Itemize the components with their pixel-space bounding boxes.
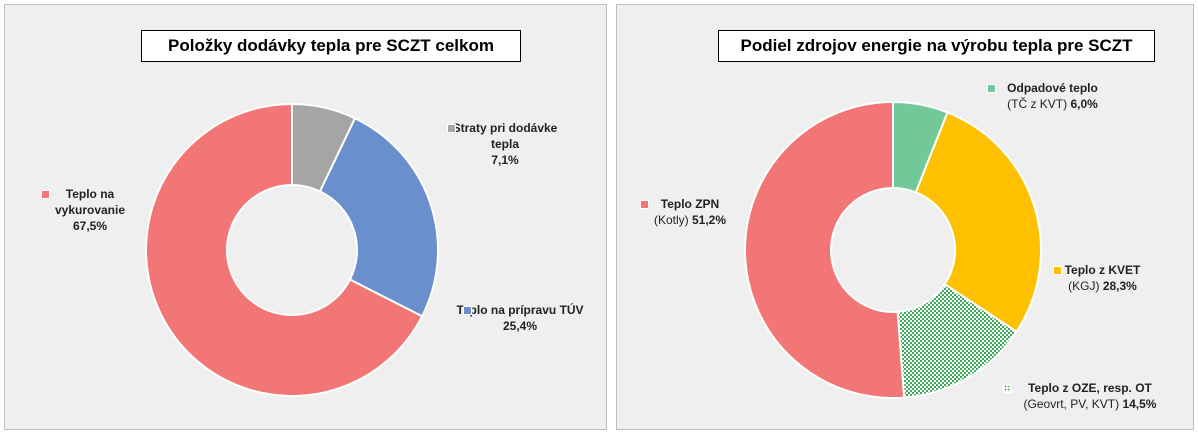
- data-label: Straty pri dodávke tepla 7,1%: [440, 120, 570, 168]
- category-name: Teplo na prípravu TÚV: [456, 303, 584, 317]
- category-name: Straty pri dodávke tepla: [452, 121, 558, 151]
- category-name: Teplo na vykurovanie: [54, 187, 126, 217]
- value-label: 25,4%: [502, 319, 538, 333]
- data-label: Teplo z OZE, resp. OT (Geovrt, PV, KVT) 1…: [990, 380, 1190, 412]
- value-label: 67,5%: [72, 219, 108, 233]
- category-sublabel: (Kotly): [653, 213, 689, 227]
- data-label: Teplo ZPN (Kotly) 51,2%: [630, 196, 750, 228]
- data-label: Teplo z KVET (KGJ) 28,3%: [1040, 262, 1165, 294]
- category-name: Odpadové teplo: [1007, 81, 1098, 95]
- donut-slice: [914, 111, 1042, 334]
- legend-marker: [987, 84, 996, 93]
- chart-title: Podiel zdrojov energie na výrobu tepla p…: [718, 30, 1155, 62]
- category-name: Teplo z OZE, resp. OT: [1028, 381, 1152, 395]
- legend-marker: [41, 190, 50, 199]
- chart-title: Položky dodávky tepla pre SCZT celkom: [141, 30, 521, 62]
- category-sublabel: (KGJ): [1068, 279, 1100, 293]
- value-label: 6,0%: [1070, 97, 1098, 111]
- legend-marker: [640, 200, 649, 209]
- donut-slice: [145, 102, 424, 397]
- donut-slice: [318, 116, 439, 318]
- category-sublabel: (Geovrt, PV, KVT): [1023, 397, 1120, 411]
- data-label: Odpadové teplo (TČ z KVT) 6,0%: [985, 80, 1120, 112]
- category-name: Teplo z KVET: [1064, 263, 1141, 277]
- legend-marker: [447, 124, 456, 133]
- legend-marker: [463, 306, 472, 315]
- value-label: 28,3%: [1102, 279, 1137, 293]
- data-label: Teplo na prípravu TÚV 25,4%: [445, 302, 595, 334]
- data-label: Teplo na vykurovanie 67,5%: [40, 186, 140, 234]
- legend-marker: [1003, 384, 1012, 393]
- category-sublabel: (TČ z KVT): [1007, 97, 1068, 111]
- donut-slice: [896, 282, 1018, 399]
- donut-slice: [744, 100, 906, 399]
- value-label: 7,1%: [491, 153, 519, 167]
- category-name: Teplo ZPN: [660, 197, 720, 211]
- value-label: 51,2%: [691, 213, 727, 227]
- legend-marker: [1053, 266, 1062, 275]
- value-label: 14,5%: [1122, 397, 1157, 411]
